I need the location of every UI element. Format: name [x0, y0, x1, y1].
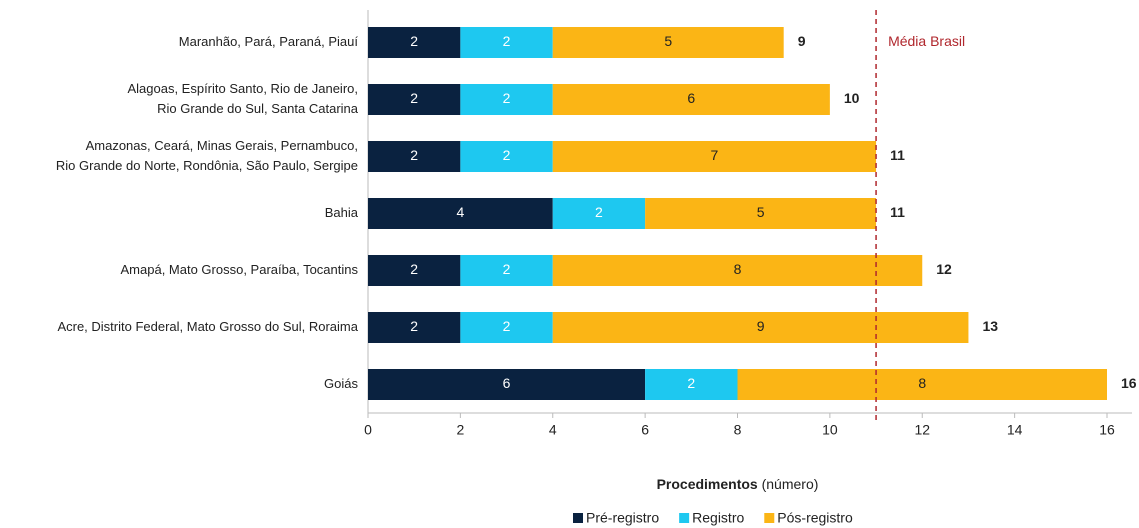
bar-segment [368, 27, 461, 58]
segment-label: 2 [410, 261, 418, 277]
segment-label: 5 [757, 204, 765, 220]
y-tick-label: Amapá, Mato Grosso, Paraíba, Tocantins [121, 262, 359, 277]
bar-segment [737, 369, 1107, 400]
segment-label: 2 [410, 33, 418, 49]
y-tick-label: Amazonas, Ceará, Minas Gerais, Pernambuc… [86, 138, 358, 153]
legend-swatch [764, 513, 775, 523]
bar-segment [552, 312, 969, 343]
segment-label: 7 [711, 147, 719, 163]
segment-label: 2 [410, 90, 418, 106]
bar-segment [460, 27, 553, 58]
segment-label: 2 [410, 147, 418, 163]
bar-segment [460, 84, 553, 115]
x-tick-label: 8 [734, 422, 742, 438]
bar-segment [368, 198, 553, 229]
segment-label: 8 [918, 375, 926, 391]
y-tick-label: Alagoas, Espírito Santo, Rio de Janeiro, [127, 81, 358, 96]
segment-label: 2 [595, 204, 603, 220]
bar-segment [368, 141, 461, 172]
legend-label: Registro [692, 510, 744, 526]
legend-label: Pré-registro [586, 510, 659, 526]
total-label: 11 [890, 204, 905, 220]
segment-label: 2 [503, 261, 511, 277]
y-tick-label: Rio Grande do Sul, Santa Catarina [157, 101, 359, 116]
total-label: 10 [844, 90, 860, 106]
x-tick-label: 12 [914, 422, 930, 438]
legend-swatch [573, 513, 583, 523]
segment-label: 2 [503, 318, 511, 334]
reference-label: Média Brasil [888, 33, 965, 49]
x-tick-label: 14 [1007, 422, 1023, 438]
y-tick-label: Rio Grande do Norte, Rondônia, São Paulo… [56, 158, 358, 173]
y-tick-label: Bahia [325, 205, 359, 220]
bar-segment [645, 198, 877, 229]
segment-label: 2 [503, 90, 511, 106]
y-tick-label: Acre, Distrito Federal, Mato Grosso do S… [57, 319, 358, 334]
total-label: 16 [1121, 375, 1137, 391]
segment-label: 6 [503, 375, 511, 391]
bar-segment [552, 27, 784, 58]
total-label: 11 [890, 147, 905, 163]
x-tick-label: 4 [549, 422, 557, 438]
y-tick-label: Maranhão, Pará, Paraná, Piauí [179, 34, 359, 49]
bar-segment [368, 255, 461, 286]
bar-segment [645, 369, 738, 400]
segment-label: 6 [687, 90, 695, 106]
segment-label: 2 [503, 33, 511, 49]
x-axis-title: Procedimentos [657, 476, 758, 492]
total-label: 13 [982, 318, 998, 334]
x-axis-note: (número) [762, 476, 819, 492]
x-tick-label: 10 [822, 422, 838, 438]
segment-label: 4 [456, 204, 464, 220]
x-tick-label: 16 [1099, 422, 1115, 438]
segment-label: 5 [664, 33, 672, 49]
bar-segment [460, 312, 553, 343]
x-axis-label: Procedimentos (número) [657, 476, 819, 492]
total-label: 9 [798, 33, 806, 49]
bar-segment [552, 141, 877, 172]
bar-segment [552, 198, 646, 229]
bar-segment [552, 84, 830, 115]
x-tick-label: 2 [456, 422, 464, 438]
bar-segment [460, 255, 553, 286]
segment-label: 2 [503, 147, 511, 163]
bar-segment [460, 141, 553, 172]
segment-label: 2 [687, 375, 695, 391]
bar-segment [552, 255, 923, 286]
segment-label: 2 [410, 318, 418, 334]
bar-segment [368, 369, 646, 400]
legend-swatch [679, 513, 690, 523]
bar-segment [368, 312, 461, 343]
bar-segment [368, 84, 461, 115]
x-tick-label: 0 [364, 422, 372, 438]
segment-label: 8 [734, 261, 742, 277]
y-tick-label: Goiás [324, 376, 358, 391]
total-label: 12 [936, 261, 952, 277]
legend-label: Pós-registro [777, 510, 853, 526]
segment-label: 9 [757, 318, 765, 334]
x-tick-label: 6 [641, 422, 649, 438]
